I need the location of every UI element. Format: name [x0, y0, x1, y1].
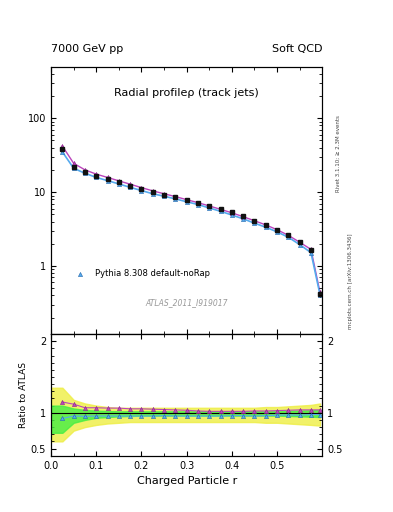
Pythia 8.308 default-noRap	[173, 196, 178, 202]
Pythia 8.308 default-noRap	[218, 208, 223, 215]
Pythia 8.308 default-noRap	[139, 187, 144, 194]
Pythia 8.308 default-noRap	[230, 212, 234, 218]
Pythia 8.308 default-noRap	[128, 184, 132, 190]
Legend: Pythia 8.308 default-noRap: Pythia 8.308 default-noRap	[69, 266, 214, 282]
Pythia 8.308 default-noRap	[263, 224, 268, 230]
Pythia 8.308 default-noRap	[151, 190, 155, 197]
Pythia 8.308 default-noRap	[105, 178, 110, 184]
Text: Radial profileρ (track jets): Radial profileρ (track jets)	[114, 88, 259, 98]
X-axis label: Charged Particle r: Charged Particle r	[136, 476, 237, 486]
Pythia 8.308 default-noRap	[72, 165, 76, 172]
Line: Pythia 8.308 default-noRap: Pythia 8.308 default-noRap	[60, 150, 322, 297]
Pythia 8.308 default-noRap	[252, 220, 257, 226]
Pythia 8.308 default-noRap	[184, 199, 189, 205]
Pythia 8.308 default-noRap	[275, 229, 279, 235]
Pythia 8.308 default-noRap	[116, 181, 121, 187]
Pythia 8.308 default-noRap	[196, 201, 200, 207]
Y-axis label: Ratio to ATLAS: Ratio to ATLAS	[19, 362, 28, 428]
Text: mcplots.cern.ch [arXiv:1306.3436]: mcplots.cern.ch [arXiv:1306.3436]	[348, 234, 353, 329]
Pythia 8.308 default-noRap	[286, 234, 291, 240]
Pythia 8.308 default-noRap	[60, 149, 65, 155]
Text: ATLAS_2011_I919017: ATLAS_2011_I919017	[145, 298, 228, 307]
Pythia 8.308 default-noRap	[241, 216, 246, 222]
Pythia 8.308 default-noRap	[309, 249, 313, 255]
Pythia 8.308 default-noRap	[83, 170, 87, 176]
Text: Rivet 3.1.10; ≥ 2.3M events: Rivet 3.1.10; ≥ 2.3M events	[336, 115, 341, 192]
Pythia 8.308 default-noRap	[94, 175, 99, 181]
Pythia 8.308 default-noRap	[298, 242, 302, 248]
Pythia 8.308 default-noRap	[207, 205, 211, 211]
Pythia 8.308 default-noRap	[162, 193, 167, 199]
Text: Soft QCD: Soft QCD	[272, 44, 322, 54]
Text: 7000 GeV pp: 7000 GeV pp	[51, 44, 123, 54]
Pythia 8.308 default-noRap	[318, 291, 322, 297]
